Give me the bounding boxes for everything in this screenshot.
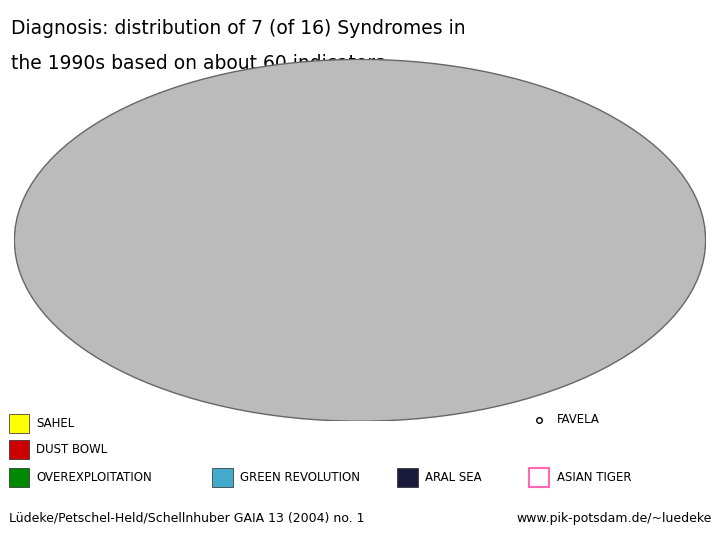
Bar	[212, 468, 233, 487]
Text: Lüdeke/Petschel-Held/Schellnhuber GAIA 13 (2004) no. 1: Lüdeke/Petschel-Held/Schellnhuber GAIA 1…	[9, 512, 364, 525]
Bar	[9, 468, 29, 487]
Text: SAHEL: SAHEL	[36, 417, 74, 430]
Text: the 1990s based on about 60 indicators: the 1990s based on about 60 indicators	[11, 54, 384, 73]
Bar	[529, 468, 549, 487]
Text: www.pik-potsdam.de/~luedeke: www.pik-potsdam.de/~luedeke	[516, 512, 711, 525]
Bar	[397, 468, 418, 487]
Bar	[9, 440, 29, 458]
Ellipse shape	[14, 59, 706, 421]
Text: DUST BOWL: DUST BOWL	[36, 443, 107, 456]
Bar	[9, 415, 29, 433]
Text: ARAL SEA: ARAL SEA	[425, 471, 482, 484]
Text: GREEN REVOLUTION: GREEN REVOLUTION	[240, 471, 360, 484]
Text: OVEREXPLOITATION: OVEREXPLOITATION	[36, 471, 152, 484]
Text: Diagnosis: distribution of 7 (of 16) Syndromes in: Diagnosis: distribution of 7 (of 16) Syn…	[11, 19, 465, 38]
Text: ASIAN TIGER: ASIAN TIGER	[557, 471, 631, 484]
Text: FAVELA: FAVELA	[557, 413, 600, 426]
